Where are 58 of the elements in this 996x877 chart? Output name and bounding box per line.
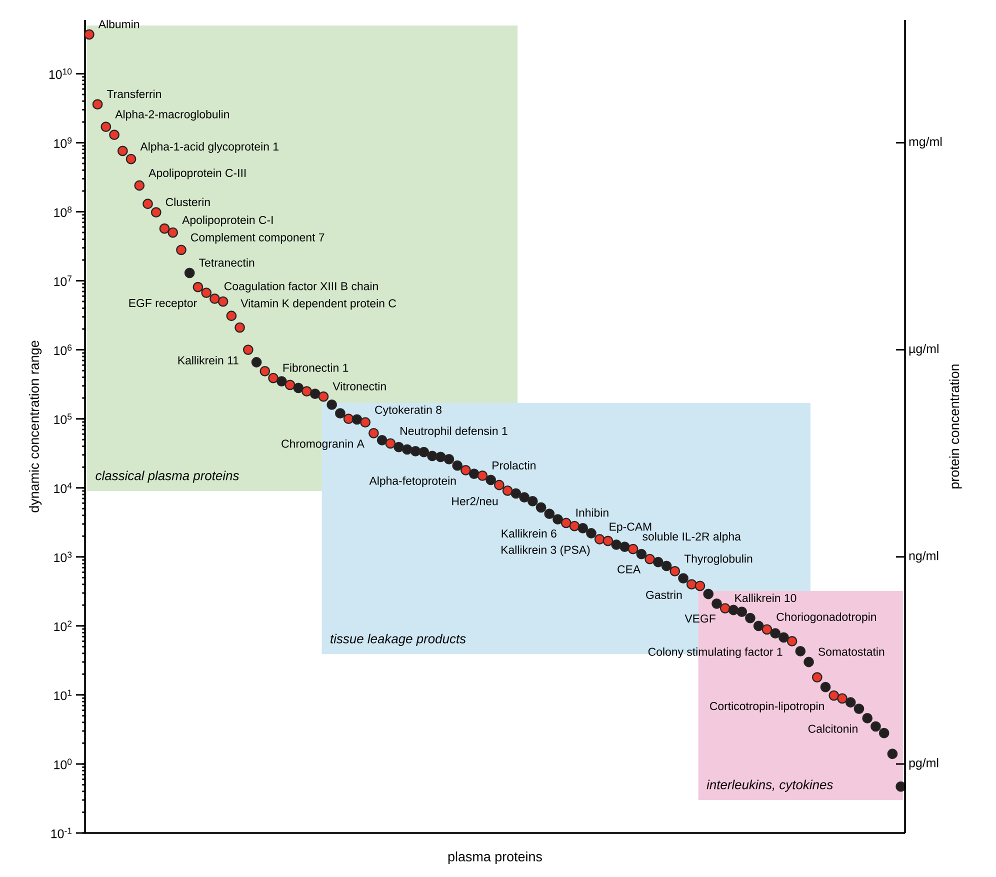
annotation: Chromogranin A [282,439,364,450]
text: µg/ml [909,344,938,356]
annotation: EGF receptor [129,298,197,310]
annotation: Coagulation factor XIII B chain [224,282,378,292]
y-tick-label: 10$^{8}$ [54,206,72,218]
annotation: Alpha-fetoprotein [369,476,456,488]
annotation: Kallikrein 3 (PSA) [502,545,590,556]
annotation: Transferrin [107,90,161,98]
annotation: Thyroglobulin [684,554,752,566]
text: mg/ml [909,136,942,149]
band-label: interleukins, cytokines [706,780,833,792]
y-tick-label: 10$^{7}$ [54,276,72,286]
annotation: Her2/neu [452,496,498,506]
annotation: Kallikrein 10 [735,594,796,602]
annotation: Inhibin [576,508,608,517]
annotation: VEGF [684,614,716,623]
annotation: Vitronectin [332,382,386,390]
annotation: Clusterin [166,198,210,206]
text: ng/ml [909,551,938,563]
annotation: CEA [618,565,641,574]
annotation: Vitamin K dependent protein C [240,299,396,310]
y-tick-label: 10$^{4}$ [54,482,72,494]
y-tick-label: 10$^{2}$ [54,620,72,632]
y-tick-label: 10$^{6}$ [54,344,72,356]
x-axis-title: plasma proteins [448,852,542,864]
annotation: Kallikrein 6 [502,529,556,538]
annotation: soluble IL-2R alpha [642,532,741,543]
annotation: Albumin [98,20,140,28]
annotation: Alpha-1-acid glycoprotein 1 [140,142,278,153]
annotation: Apolipoprotein C-I [182,216,273,226]
y-tick-label: 10$^{1}$ [54,690,72,700]
y-tick-label: 10$^{3}$ [54,552,72,562]
band-label: classical plasma proteins [96,470,239,483]
y-tick-label: 10$^{10}$ [49,68,72,79]
band-label: tissue leakage products [330,634,466,646]
annotation: Somatostatin [818,647,884,656]
annotation: Prolactin [492,461,536,470]
y-axis-title: dynamic concentration range [29,340,42,512]
annotation: Corticotropin-lipotropin [710,702,824,712]
annotation: Complement component 7 [191,233,324,244]
annotation: Cytokeratin 8 [375,405,442,416]
annotation: Fibronectin 1 [283,363,348,372]
y-tick-label: 10$^{9}$ [54,137,72,148]
y-tick-label: 10$^{0}$ [54,758,72,770]
annotation: Choriogonadotropin [776,612,876,624]
annotation: Tetranectin [199,258,254,267]
annotation: Neutrophil defensin 1 [400,426,508,438]
annotation: Colony stimulating factor 1 [648,647,782,658]
text: pg/ml [909,758,938,770]
y-tick-label: 10$^{5}$ [54,414,72,424]
y-tick-label: 10$^{-1}$ [51,828,72,838]
annotation: Apolipoprotein C-III [148,168,246,180]
annotation: Kallikrein 11 [178,356,238,364]
y2-axis-title: protein concentration [949,364,962,488]
annotation: Calcitonin [808,724,858,733]
annotation: Gastrin [646,590,682,599]
annotation: Alpha-2-macroglobulin [115,110,229,121]
annotation: Ep-CAM [610,522,652,534]
